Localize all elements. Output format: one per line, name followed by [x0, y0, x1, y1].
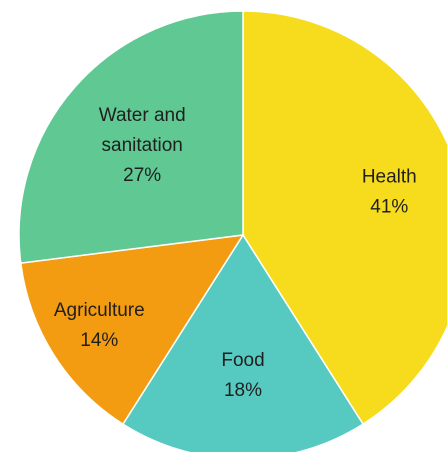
pie-labels: Health 41% Food 18% Agriculture 14% Water and s… [54, 105, 417, 401]
slice-percent-label: 41% [370, 197, 408, 218]
slice-label-food: Food 18% [221, 350, 264, 401]
pie-slice-agriculture [19, 234, 245, 426]
pie-slices [18, 10, 447, 452]
pie-slice-water-and-sanitation [18, 10, 244, 264]
slice-category-label: Water and [99, 105, 186, 126]
slice-category-label: sanitation [102, 135, 183, 156]
slice-label-agriculture: Agriculture 14% [54, 300, 145, 351]
slice-category-label: Food [221, 350, 264, 371]
slice-percent-label: 27% [123, 165, 161, 186]
slice-percent-label: 14% [80, 330, 118, 351]
slice-percent-label: 18% [224, 380, 262, 401]
slice-label-health: Health 41% [362, 167, 417, 218]
pie-slice-health [242, 10, 447, 426]
slice-category-label: Health [362, 167, 417, 188]
slice-label-water-and-sanitation: Water and sanitation 27% [99, 105, 186, 186]
slice-category-label: Agriculture [54, 300, 145, 321]
pie-slice-food [121, 233, 365, 452]
